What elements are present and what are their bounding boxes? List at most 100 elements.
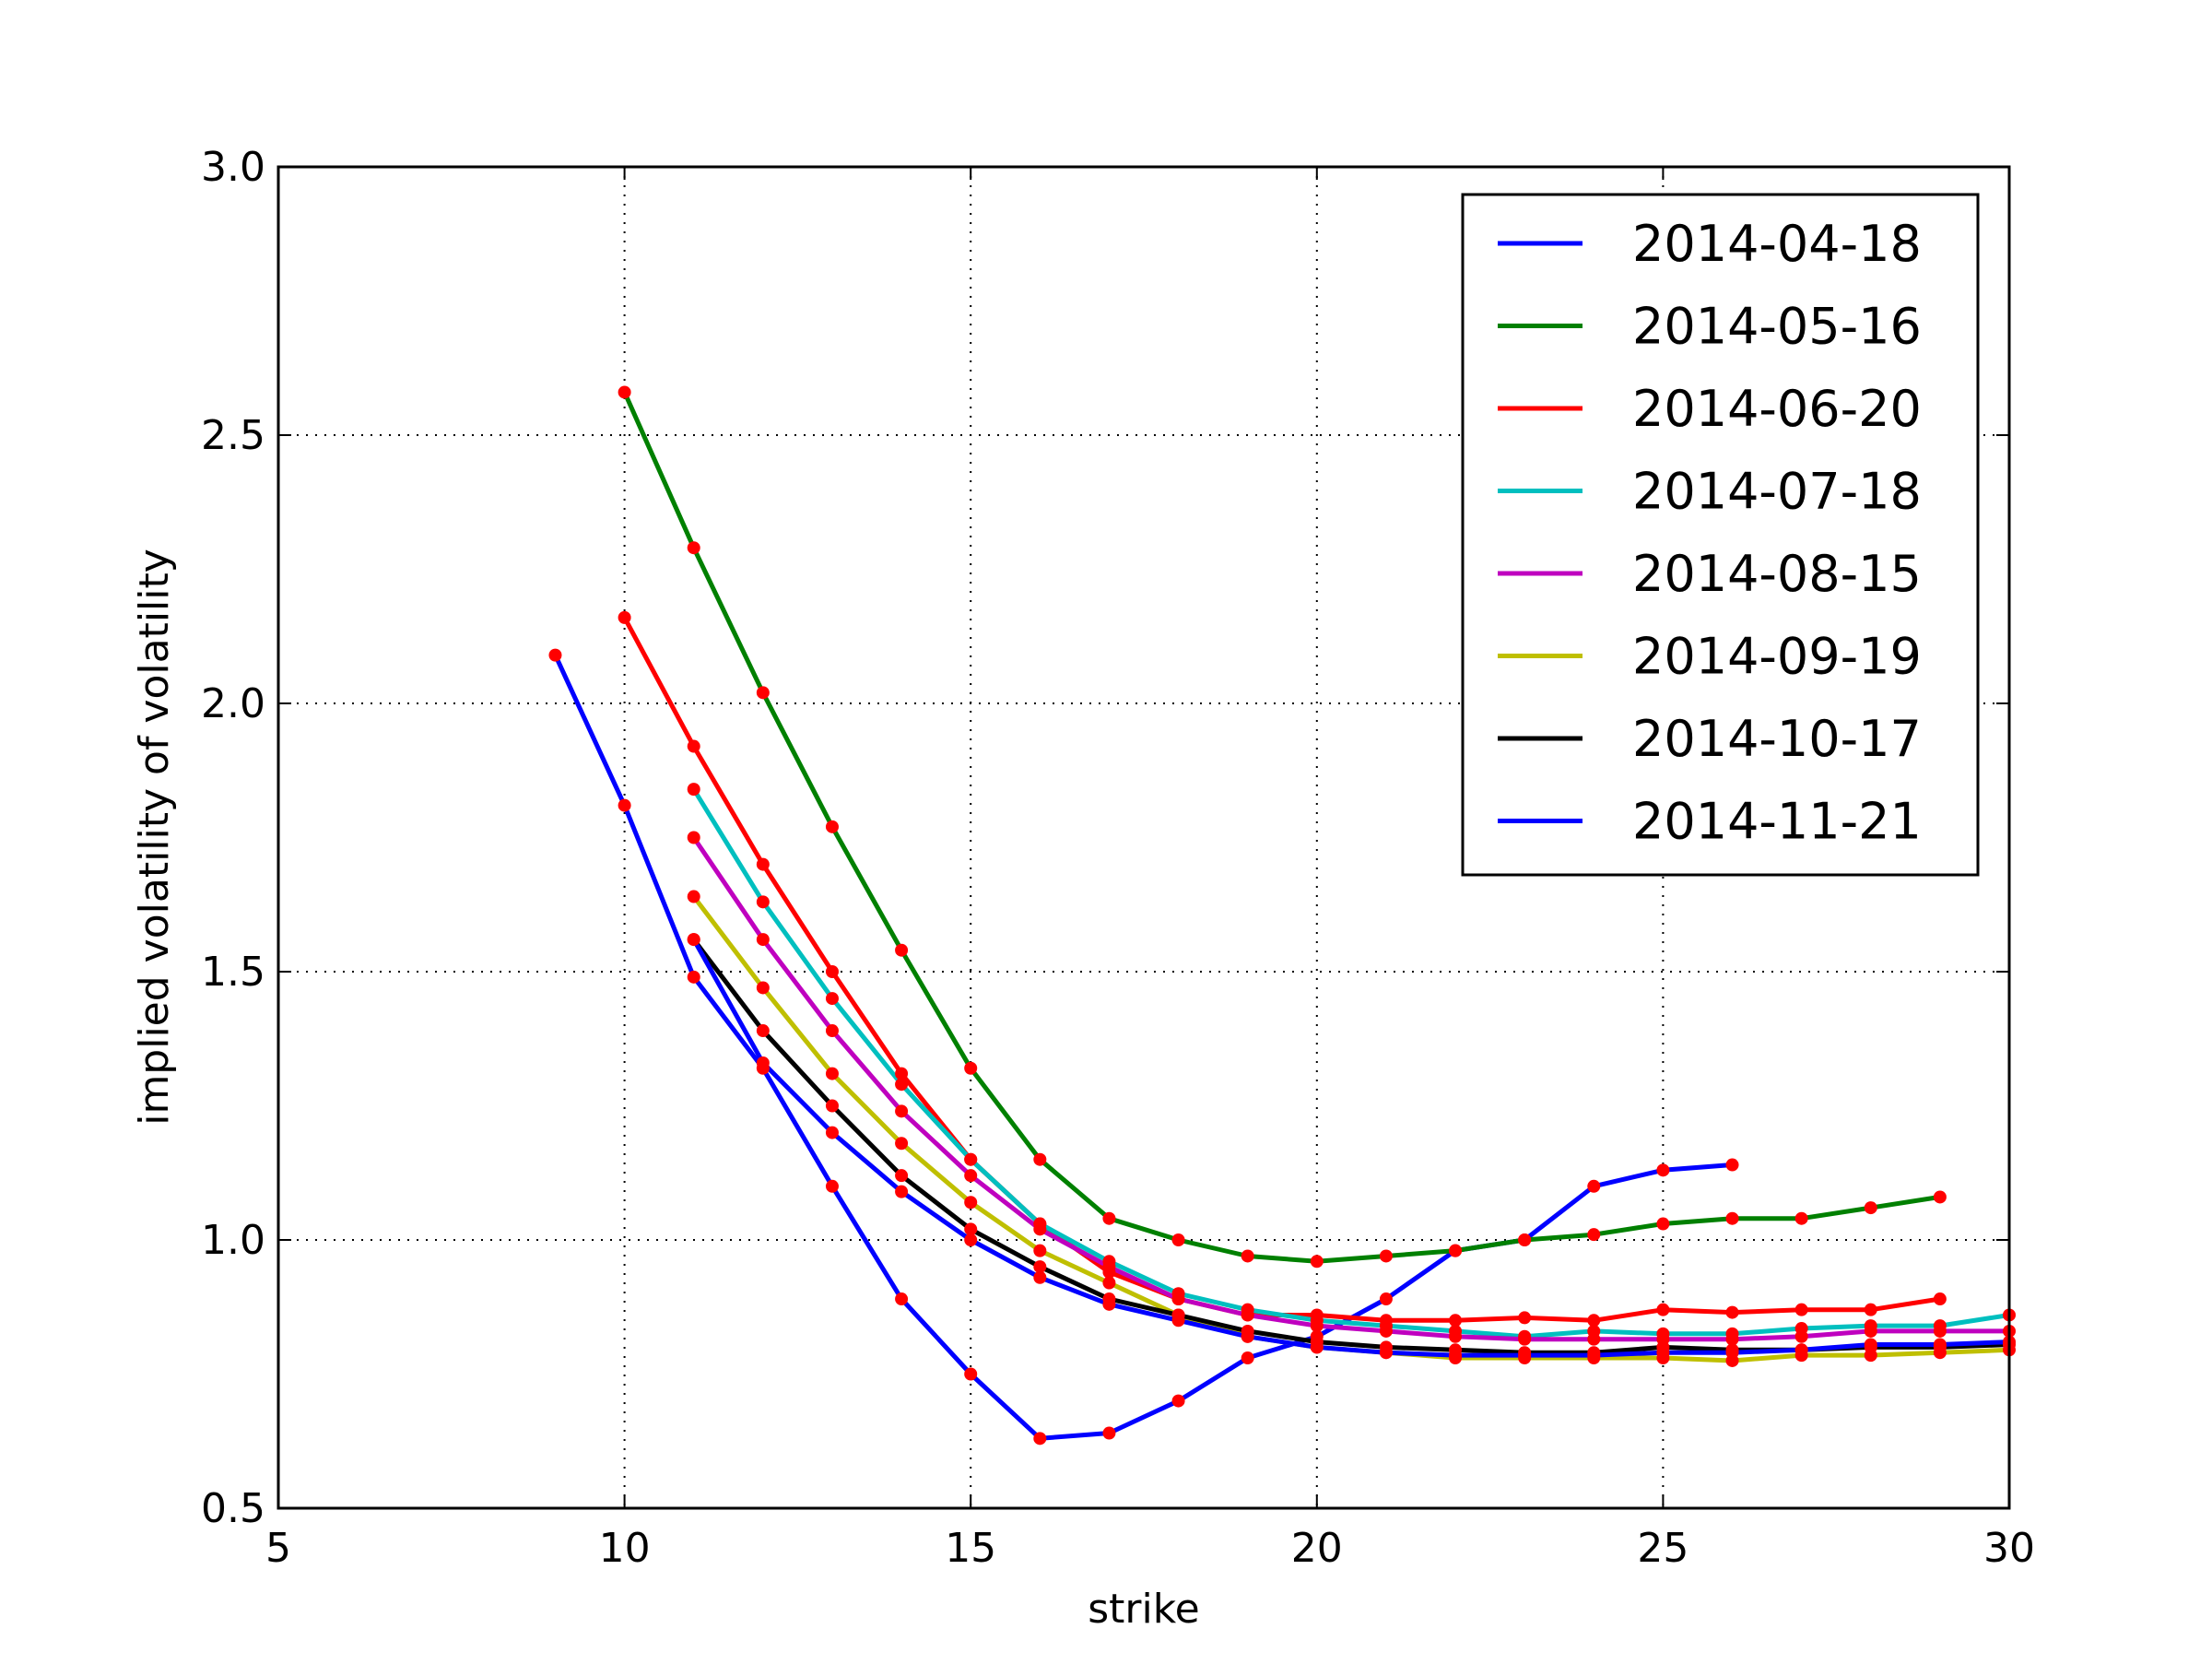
data-point [1933, 1190, 1947, 1204]
y-tick-label: 2.5 [201, 412, 265, 459]
data-point [1518, 1349, 1532, 1363]
data-point [964, 1233, 978, 1246]
x-tick-label: 10 [599, 1525, 651, 1572]
data-point [618, 385, 631, 399]
data-point [687, 831, 700, 844]
data-point [1449, 1314, 1463, 1328]
x-tick-label: 20 [1291, 1525, 1343, 1572]
data-point [1656, 1303, 1670, 1316]
data-point [895, 1137, 909, 1151]
y-tick-label: 1.5 [201, 949, 265, 996]
data-point [964, 1196, 978, 1210]
data-point [756, 1056, 770, 1069]
data-point [1587, 1332, 1601, 1346]
data-point [1933, 1292, 1947, 1306]
data-point [825, 965, 839, 978]
data-point [895, 1104, 909, 1118]
legend-label: 2014-10-17 [1632, 710, 1922, 768]
data-point [1794, 1329, 1808, 1343]
data-point [756, 857, 770, 871]
data-point [825, 820, 839, 833]
y-tick-label: 2.0 [201, 680, 265, 727]
data-point [964, 1169, 978, 1183]
data-point [1864, 1324, 1877, 1338]
data-point [1033, 1260, 1047, 1274]
data-point [1102, 1297, 1116, 1311]
data-point [618, 610, 631, 624]
data-point [756, 895, 770, 909]
legend-label: 2014-09-19 [1632, 628, 1922, 686]
series-line-2014-08-15 [691, 836, 2009, 1342]
series-line-2014-11-21 [691, 938, 2010, 1358]
data-point [1587, 1179, 1601, 1193]
data-point [1379, 1324, 1393, 1338]
data-point [1310, 1340, 1324, 1354]
data-point [1449, 1349, 1463, 1363]
data-point [1379, 1292, 1393, 1306]
x-tick-label: 25 [1637, 1525, 1688, 1572]
data-point [1864, 1338, 1877, 1351]
data-point [1864, 1303, 1877, 1316]
data-point [1102, 1211, 1116, 1225]
data-point [1171, 1394, 1185, 1408]
y-axis-label: implied volatility of volatility [131, 549, 178, 1126]
data-point [895, 1078, 909, 1092]
data-point [1033, 1270, 1047, 1284]
legend: 2014-04-18 2014-05-16 2014-06-20 2014-07-18… [1461, 193, 1980, 877]
data-point [756, 686, 770, 700]
data-point [1587, 1314, 1601, 1328]
data-point [964, 1061, 978, 1075]
y-tick-label: 0.5 [201, 1485, 265, 1532]
data-point [895, 1185, 909, 1198]
x-tick-label: 5 [265, 1525, 291, 1572]
data-point [895, 1169, 909, 1183]
plot-frame [276, 165, 2011, 1510]
data-point [1102, 1426, 1116, 1440]
marker-layer [548, 385, 2016, 1446]
x-tick-label: 15 [945, 1525, 996, 1572]
data-point [1725, 1346, 1739, 1360]
data-point [1587, 1228, 1601, 1242]
data-point [687, 739, 700, 753]
data-point [1033, 1432, 1047, 1446]
data-point [964, 1152, 978, 1166]
data-point [548, 648, 562, 662]
data-point [825, 992, 839, 1006]
data-point [1241, 1308, 1254, 1322]
data-point [825, 1024, 839, 1038]
data-point [1379, 1249, 1393, 1263]
data-point [1587, 1349, 1601, 1363]
data-point [687, 541, 700, 555]
data-point [964, 1367, 978, 1381]
legend-label: 2014-11-21 [1632, 793, 1922, 851]
legend-label: 2014-06-20 [1632, 380, 1922, 438]
data-point [1241, 1329, 1254, 1343]
y-tick-label: 1.0 [201, 1217, 265, 1264]
data-point [687, 890, 700, 903]
data-point [895, 1067, 909, 1080]
data-point [1518, 1311, 1532, 1325]
x-axis-label: strike [1088, 1586, 1199, 1633]
data-point [895, 1292, 909, 1306]
data-point [1171, 1292, 1185, 1306]
tick-labels: 5 10 15 20 25 30 0.5 1.0 1.5 2.0 2.5 3.0 [201, 144, 2035, 1572]
data-point [1449, 1244, 1463, 1257]
data-point [687, 970, 700, 984]
data-point [1933, 1324, 1947, 1338]
data-point [1102, 1276, 1116, 1290]
data-point [1241, 1351, 1254, 1365]
data-point [1310, 1319, 1324, 1333]
data-point [825, 1126, 839, 1139]
data-point [895, 943, 909, 957]
data-point [1379, 1346, 1393, 1360]
data-point [1794, 1303, 1808, 1316]
legend-label: 2014-07-18 [1632, 463, 1922, 521]
data-point [1518, 1332, 1532, 1346]
data-point [825, 1099, 839, 1113]
data-point [1656, 1163, 1670, 1177]
data-point [1933, 1338, 1947, 1351]
data-point [1725, 1332, 1739, 1346]
data-point [756, 981, 770, 995]
